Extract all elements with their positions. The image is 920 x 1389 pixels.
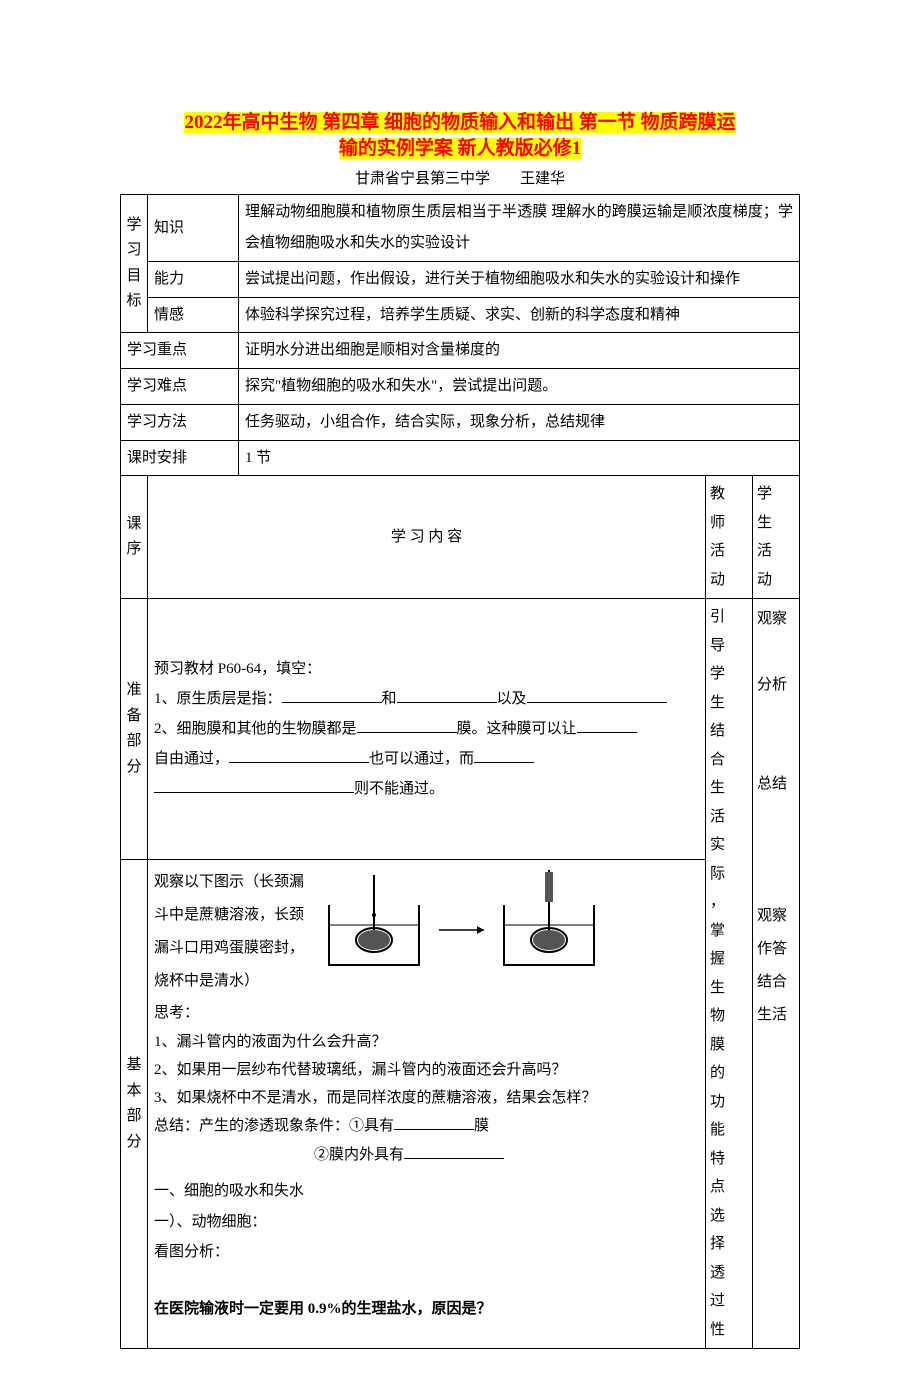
knowledge-content: 理解动物细胞膜和植物原生质层相当于半透膜 理解水的跨膜运输是顺浓度梯度；学会植物… (239, 195, 800, 262)
period-content: 1 节 (239, 440, 800, 476)
ability-label: 能力 (148, 261, 239, 297)
right-beaker-icon (504, 870, 594, 965)
analyze: 看图分析： (154, 1237, 699, 1268)
student-activity: 观察 分析 总结 观察 作答 结合 生活 (753, 599, 800, 1349)
emotion-label: 情感 (148, 297, 239, 333)
lesson-plan-table: 学习目标 知识 理解动物细胞膜和植物原生质层相当于半透膜 理解水的跨膜运输是顺浓… (120, 194, 800, 1349)
difficulty-content: 探究"植物细胞的吸水和失水"，尝试提出问题。 (239, 369, 800, 405)
keypoint-content: 证明水分进出细胞是顺相对含量梯度的 (239, 333, 800, 369)
prep-l4: 自由通过，也可以通过，而 (154, 744, 699, 774)
base-label: 基本部分 (121, 860, 148, 1349)
prep-content: 预习教材 P60-64，填空： 1、原生质层是指：和以及 2、细胞膜和其他的生物… (148, 599, 706, 860)
osmosis-diagram (309, 866, 699, 992)
subtitle: 甘肃省宁县第三中学 王建华 (120, 167, 800, 188)
title-block: 2022年高中生物 第四章 细胞的物质输入和输出 第一节 物质跨膜运 输的实例学… (120, 110, 800, 161)
saline-question: 在医院输液时一定要用 0.9%的生理盐水，原因是？ (154, 1294, 699, 1325)
method-content: 任务驱动，小组合作，结合实际，现象分析，总结规律 (239, 404, 800, 440)
diagram-row: 观察以下图示（长颈漏 斗中是蔗糖溶液，长颈 漏斗口用鸡蛋膜密封， 烧杯中是清水） (154, 866, 699, 998)
keypoint-label: 学习重点 (121, 333, 239, 369)
title-line-2: 输的实例学案 新人教版必修1 (339, 138, 581, 159)
arrow-icon (439, 926, 484, 934)
knowledge-label: 知识 (148, 195, 239, 262)
seq-header: 课序 (121, 476, 148, 599)
page: 2022年高中生物 第四章 细胞的物质输入和输出 第一节 物质跨膜运 输的实例学… (0, 0, 920, 1389)
diagram-text: 观察以下图示（长颈漏 斗中是蔗糖溶液，长颈 漏斗口用鸡蛋膜密封， 烧杯中是清水） (154, 866, 309, 998)
goal-label: 学习目标 (121, 195, 148, 333)
emotion-content: 体验科学探究过程，培养学生质疑、求实、创新的科学态度和精神 (239, 297, 800, 333)
prep-l1: 预习教材 P60-64，填空： (154, 654, 699, 684)
teacher-activity: 引导学生结合生活实际，掌握生物膜的功能特点选择透过性 (706, 599, 753, 1349)
base-content: 观察以下图示（长颈漏 斗中是蔗糖溶液，长颈 漏斗口用鸡蛋膜密封， 烧杯中是清水） (148, 860, 706, 1349)
teacher-header: 教师活动 (706, 476, 753, 599)
ability-content: 尝试提出问题，作出假设，进行关于植物细胞吸水和失水的实验设计和操作 (239, 261, 800, 297)
prep-label: 准备部分 (121, 599, 148, 860)
left-beaker-icon (329, 875, 419, 965)
difficulty-label: 学习难点 (121, 369, 239, 405)
method-label: 学习方法 (121, 404, 239, 440)
content-header: 学 习 内 容 (148, 476, 706, 599)
prep-l5: 则不能通过。 (154, 774, 699, 804)
period-label: 课时安排 (121, 440, 239, 476)
section-1-1: 一）、动物细胞： (154, 1207, 699, 1238)
student-header: 学生活动 (753, 476, 800, 599)
prep-l3: 2、细胞膜和其他的生物膜都是膜。这种膜可以让 (154, 714, 699, 744)
section-1: 一、细胞的吸水和失水 (154, 1176, 699, 1207)
think-block: 思考： 1、漏斗管内的液面为什么会升高？ 2、如果用一层纱布代替玻璃纸，漏斗管内… (154, 1000, 699, 1168)
prep-l2: 1、原生质层是指：和以及 (154, 684, 699, 714)
summary-2: ②膜内外具有 (154, 1142, 699, 1168)
summary-1: 总结：产生的渗透现象条件：①具有膜 (154, 1113, 699, 1139)
title-line-1: 2022年高中生物 第四章 细胞的物质输入和输出 第一节 物质跨膜运 (184, 112, 735, 133)
